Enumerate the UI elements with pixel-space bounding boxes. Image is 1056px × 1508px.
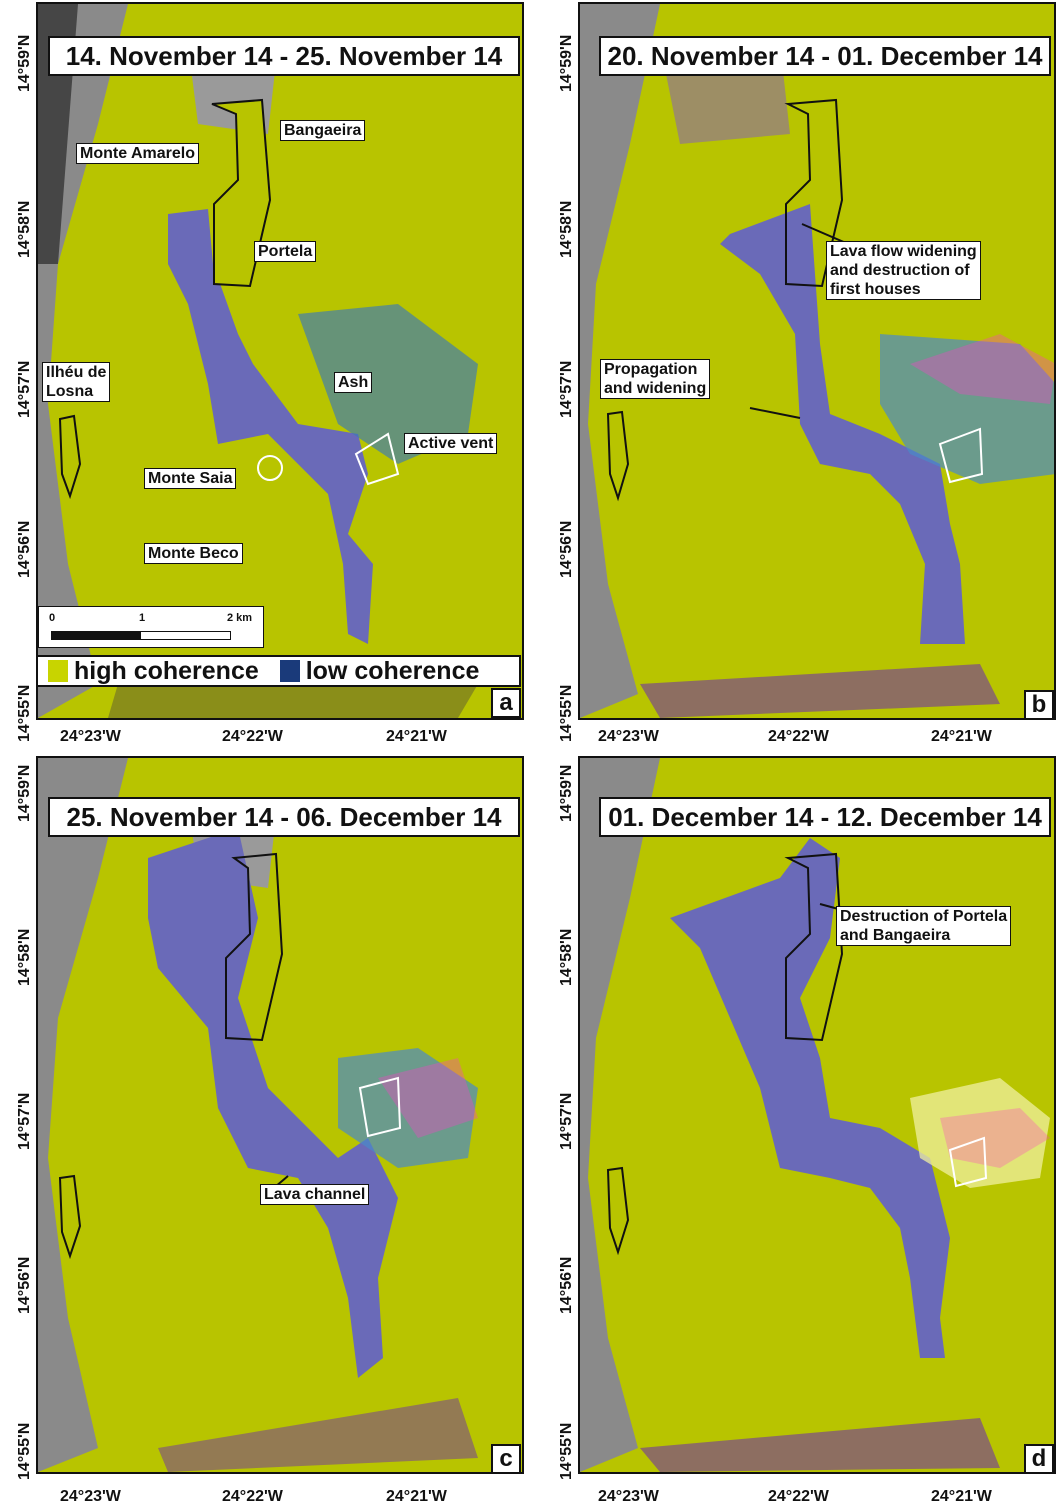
label-monte-amarelo: Monte Amarelo bbox=[76, 143, 199, 164]
panel-d: 14°59'N 14°58'N 14°57'N 14°56'N 14°55'N … bbox=[528, 754, 1056, 1508]
lat-tick: 14°55'N bbox=[16, 1422, 33, 1480]
panel-title: 20. November 14 - 01. December 14 bbox=[599, 36, 1051, 76]
panel-title: 25. November 14 - 06. December 14 bbox=[48, 797, 520, 837]
lon-tick: 24°22'W bbox=[222, 1488, 283, 1505]
scale-label-one: 1 bbox=[139, 612, 146, 624]
legend-high-label: high coherence bbox=[74, 657, 259, 685]
legend: high coherence low coherence bbox=[36, 655, 521, 687]
lat-tick: 14°58'N bbox=[558, 928, 575, 986]
map-d-image bbox=[580, 758, 1054, 1472]
lat-tick: 14°57'N bbox=[558, 360, 575, 418]
lat-tick: 14°56'N bbox=[558, 520, 575, 578]
lat-tick: 14°57'N bbox=[16, 360, 33, 418]
scale-label-zero: 0 bbox=[49, 612, 56, 624]
scale-bar: 0 1 2 km bbox=[38, 606, 264, 648]
label-destruction-portela-bangaeira: Destruction of Portela and Bangaeira bbox=[836, 906, 1012, 946]
panel-title: 01. December 14 - 12. December 14 bbox=[599, 797, 1051, 837]
lon-tick: 24°23'W bbox=[60, 728, 121, 745]
lon-tick: 24°21'W bbox=[386, 728, 447, 745]
scale-bar-graphic bbox=[51, 631, 231, 640]
label-lava-channel: Lava channel bbox=[260, 1184, 370, 1205]
label-portela: Portela bbox=[254, 241, 317, 262]
lat-tick: 14°58'N bbox=[16, 928, 33, 986]
lat-tick: 14°56'N bbox=[16, 1256, 33, 1314]
lon-tick: 24°21'W bbox=[386, 1488, 447, 1505]
lat-tick: 14°58'N bbox=[16, 200, 33, 258]
lat-tick: 14°55'N bbox=[558, 684, 575, 742]
lon-tick: 24°22'W bbox=[768, 728, 829, 745]
lon-tick: 24°22'W bbox=[768, 1488, 829, 1505]
label-lava-flow-widening: Lava flow widening and destruction of fi… bbox=[826, 241, 981, 300]
lat-tick: 14°59'N bbox=[558, 764, 575, 822]
lon-tick: 24°21'W bbox=[931, 728, 992, 745]
panel-letter: d bbox=[1024, 1444, 1054, 1474]
label-ilheu-de-losna: Ilhéu de Losna bbox=[42, 362, 111, 402]
lat-tick: 14°56'N bbox=[16, 520, 33, 578]
label-bangaeira: Bangaeira bbox=[280, 120, 366, 141]
label-monte-beco: Monte Beco bbox=[144, 543, 243, 564]
lat-tick: 14°55'N bbox=[16, 684, 33, 742]
lon-tick: 24°23'W bbox=[598, 728, 659, 745]
panel-letter: a bbox=[491, 688, 521, 718]
panel-title: 14. November 14 - 25. November 14 bbox=[48, 36, 520, 76]
lat-tick: 14°57'N bbox=[558, 1092, 575, 1150]
lat-tick: 14°59'N bbox=[16, 34, 33, 92]
lon-tick: 24°22'W bbox=[222, 728, 283, 745]
lon-tick: 24°21'W bbox=[931, 1488, 992, 1505]
panel-a: 14°59'N 14°58'N 14°57'N 14°56'N 14°55'N … bbox=[0, 0, 528, 754]
legend-low-label: low coherence bbox=[305, 657, 480, 685]
map-d bbox=[578, 756, 1056, 1474]
lat-tick: 14°56'N bbox=[558, 1256, 575, 1314]
legend-swatch-low bbox=[279, 660, 300, 682]
lon-tick: 24°23'W bbox=[598, 1488, 659, 1505]
panel-c: 14°59'N 14°58'N 14°57'N 14°56'N 14°55'N … bbox=[0, 754, 528, 1508]
label-monte-saia: Monte Saia bbox=[144, 468, 237, 489]
map-c-image bbox=[38, 758, 522, 1472]
lat-tick: 14°55'N bbox=[558, 1422, 575, 1480]
label-active-vent: Active vent bbox=[404, 433, 498, 454]
lat-tick: 14°58'N bbox=[558, 200, 575, 258]
panel-b: 14°59'N 14°58'N 14°57'N 14°56'N 14°55'N … bbox=[528, 0, 1056, 754]
lat-tick: 14°59'N bbox=[558, 34, 575, 92]
label-ash: Ash bbox=[334, 372, 373, 393]
lon-tick: 24°23'W bbox=[60, 1488, 121, 1505]
panel-letter: b bbox=[1024, 690, 1054, 720]
scale-label-two: 2 km bbox=[227, 612, 253, 624]
map-c bbox=[36, 756, 524, 1474]
panel-letter: c bbox=[491, 1444, 521, 1474]
lat-tick: 14°59'N bbox=[16, 764, 33, 822]
legend-swatch-high bbox=[48, 660, 68, 682]
label-propagation-widening: Propagation and widening bbox=[600, 359, 711, 399]
lat-tick: 14°57'N bbox=[16, 1092, 33, 1150]
